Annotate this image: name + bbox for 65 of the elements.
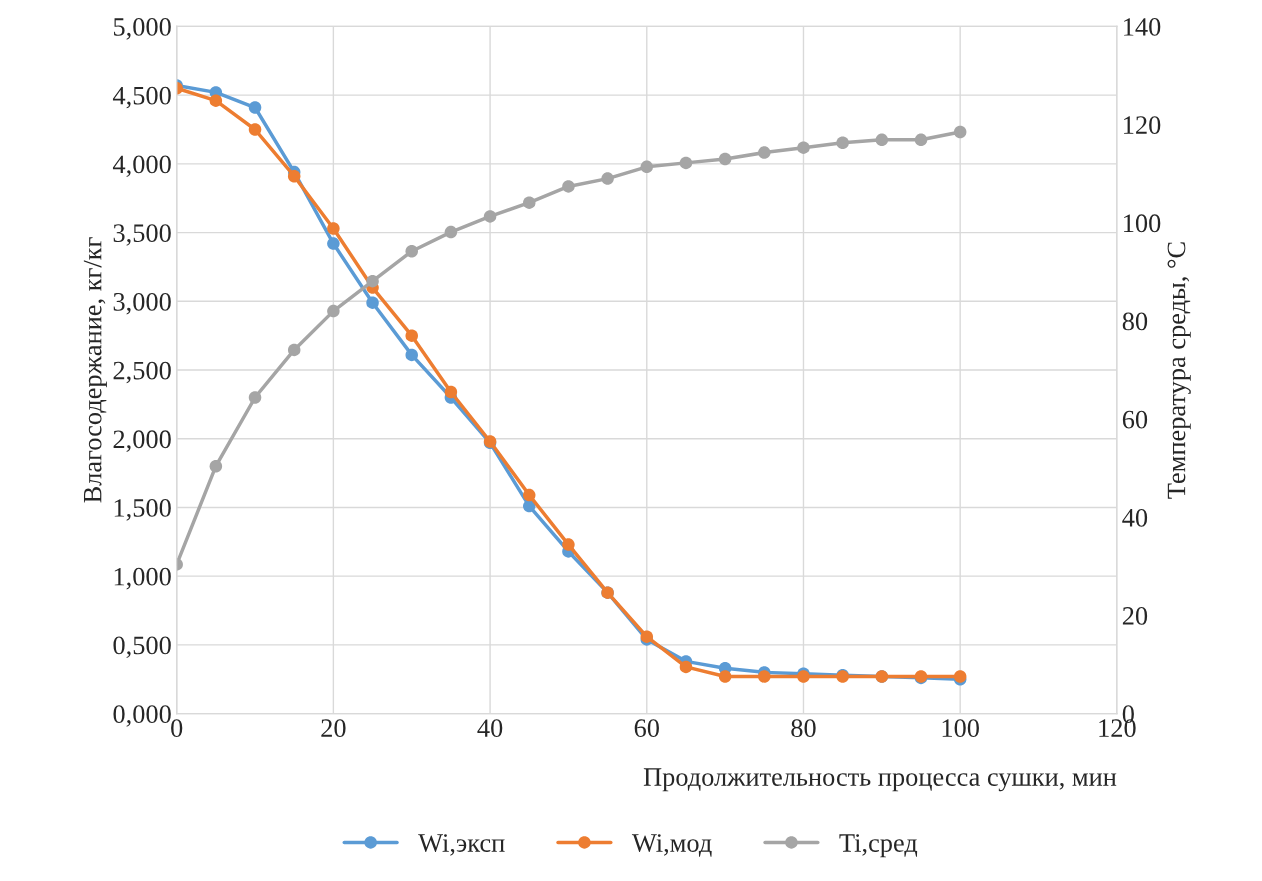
point <box>758 146 771 159</box>
x-tick-label: 60 <box>634 719 659 738</box>
point <box>483 210 497 223</box>
point <box>679 660 693 674</box>
point <box>327 222 340 235</box>
point <box>523 196 536 209</box>
point <box>405 348 418 362</box>
point <box>679 156 693 170</box>
y-tick-label: 5,000 <box>113 18 171 40</box>
point <box>405 329 418 342</box>
y-tick-label: 4,500 <box>112 86 171 109</box>
x-tick-label: 20 <box>321 719 346 738</box>
point <box>327 304 340 318</box>
y-tick-label: 0,500 <box>113 636 171 659</box>
point <box>640 160 654 174</box>
y-tick-label: 3,500 <box>113 224 171 246</box>
point <box>758 670 771 683</box>
point <box>248 123 262 136</box>
y2-tick-label: 140 <box>1124 18 1161 36</box>
point <box>914 133 928 147</box>
y-tick-label: 3,000 <box>113 292 171 315</box>
point <box>287 169 301 183</box>
x-tick-label: 40 <box>477 719 503 738</box>
y2-axis-title: Температура среды, °C <box>1167 242 1191 499</box>
point <box>287 343 301 357</box>
point <box>248 391 262 404</box>
point <box>718 670 732 683</box>
point <box>444 385 458 399</box>
y-tick-label: 1,500 <box>114 499 171 521</box>
point <box>327 237 340 250</box>
y-tick-label: 1,000 <box>114 567 171 590</box>
legend-label: Wi,эксп <box>418 834 505 856</box>
y-tick-label: 0,000 <box>113 705 171 727</box>
point <box>405 244 418 258</box>
x-tick-label: 80 <box>791 719 816 738</box>
point <box>875 133 889 147</box>
y2-tick-label: 80 <box>1122 312 1148 331</box>
point <box>366 274 379 288</box>
y2-tick-label: 40 <box>1122 508 1148 527</box>
y2-tick-label: 20 <box>1122 607 1148 625</box>
point <box>366 296 379 309</box>
legend-label: Wi,мод <box>631 834 712 857</box>
point <box>953 125 967 139</box>
y-tick-label: 4,000 <box>112 155 171 178</box>
y-tick-label: 2,000 <box>113 430 171 452</box>
y-axis-title: Влагосодержание, кг/кг <box>83 237 107 503</box>
y2-tick-label: 60 <box>1122 410 1148 429</box>
point <box>562 180 575 193</box>
x-tick-label: 100 <box>942 719 979 738</box>
point <box>248 101 262 114</box>
y2-tick-label: 120 <box>1124 116 1161 135</box>
point <box>209 94 223 107</box>
point <box>562 538 575 551</box>
y-tick-label: 2,500 <box>113 361 171 384</box>
point <box>797 141 810 154</box>
point <box>523 488 536 502</box>
x-axis-title: Продолжительность процесса сушки, мин <box>643 768 1117 792</box>
legend-label: Ti,сред <box>839 834 918 858</box>
point <box>209 459 223 473</box>
point <box>836 136 849 150</box>
point <box>718 152 732 166</box>
y2-tick-label: 100 <box>1124 214 1161 233</box>
point <box>601 172 614 185</box>
x-tick-label: 0 <box>171 719 183 738</box>
point <box>444 225 458 239</box>
